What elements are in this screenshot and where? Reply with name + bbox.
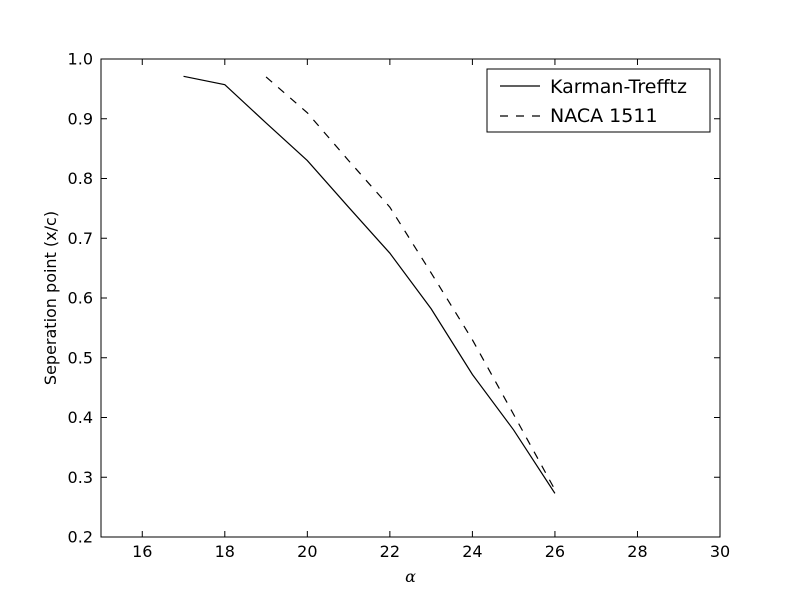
x-axis-label: α [405, 567, 416, 586]
series-line-naca-1511 [265, 76, 556, 491]
legend-label-karman-trefftz: Karman-Trefftz [550, 76, 687, 98]
x-tick-label: 26 [545, 542, 565, 561]
x-tick-label: 28 [627, 542, 647, 561]
x-tick-label: 16 [132, 542, 152, 561]
plot-frame [100, 58, 721, 538]
y-tick-label: 1.0 [68, 50, 93, 69]
x-tick-label: 18 [215, 542, 235, 561]
y-tick-label: 0.2 [68, 528, 93, 547]
series-layer [183, 75, 556, 494]
legend-box [486, 68, 711, 133]
y-tick-label: 0.5 [68, 348, 93, 367]
series-line-karman-trefftz [183, 75, 556, 494]
y-tick-label: 0.3 [68, 468, 93, 487]
legend-label-naca-1511: NACA 1511 [550, 105, 658, 127]
x-tick-label: 30 [710, 542, 730, 561]
y-tick-label: 0.6 [68, 289, 93, 308]
axes-layer: 16 18 20 22 24 26 28 30 0.2 0.3 0.4 0.5 0.6 0.7 0.8 0.9… [68, 50, 731, 562]
y-tick-label: 0.7 [68, 229, 93, 248]
x-tick-label: 22 [380, 542, 400, 561]
legend: Karman-Trefftz NACA 1511 [486, 68, 711, 133]
y-tick-label: 0.9 [68, 109, 93, 128]
y-tick-label: 0.4 [68, 408, 93, 427]
y-tick-label: 0.8 [68, 169, 93, 188]
y-axis-label: Seperation point (x/c) [41, 211, 60, 385]
plot-area [101, 59, 720, 537]
x-tick-label: 24 [462, 542, 482, 561]
x-tick-label: 20 [297, 542, 317, 561]
